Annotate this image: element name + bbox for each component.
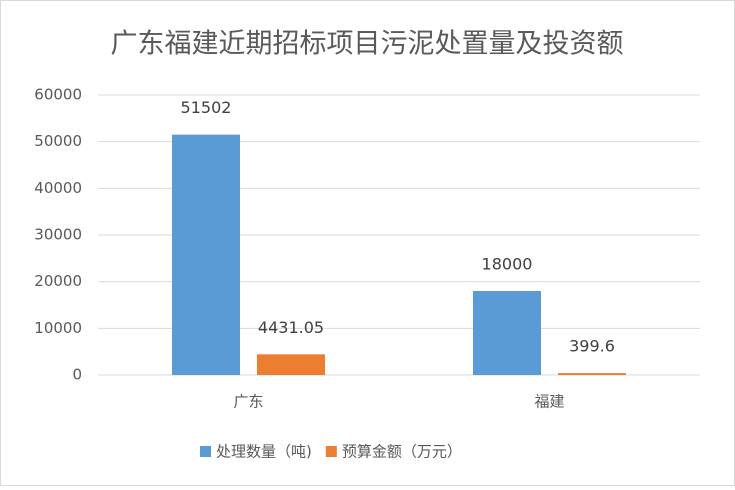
bar [172, 134, 240, 375]
y-tick-label: 30000 [34, 226, 82, 244]
y-tick-label: 20000 [34, 272, 82, 290]
x-tick-label: 福建 [534, 393, 564, 411]
bar [257, 354, 325, 375]
chart-title: 广东福建近期招标项目污泥处置量及投资额 [111, 29, 624, 60]
x-tick-label: 广东 [233, 393, 263, 411]
data-label: 399.6 [569, 337, 615, 356]
y-tick-label: 40000 [34, 179, 82, 197]
legend-label: 预算金额（万元） [342, 443, 462, 461]
bar [558, 373, 626, 375]
data-label: 51502 [181, 98, 232, 117]
legend-swatch [325, 446, 337, 457]
y-tick-label: 10000 [34, 319, 82, 337]
legend-label: 处理数量（吨) [216, 443, 312, 461]
data-label: 18000 [482, 255, 533, 274]
data-label: 4431.05 [258, 318, 324, 337]
legend-swatch [200, 446, 211, 457]
y-tick-label: 60000 [34, 86, 82, 104]
y-tick-label: 50000 [34, 132, 82, 150]
y-tick-label: 0 [72, 366, 82, 384]
bar [473, 291, 541, 375]
